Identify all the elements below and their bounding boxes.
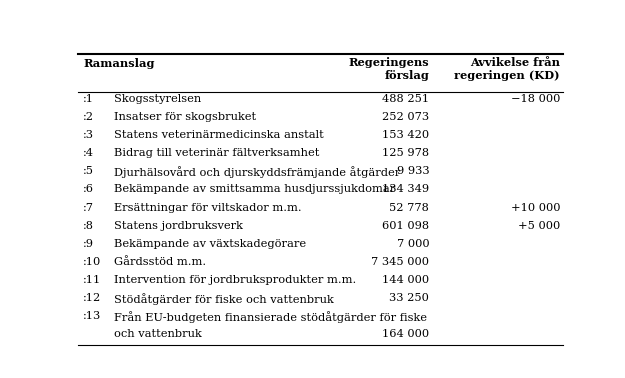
Text: Bekämpande av smittsamma husdjurssjukdomar: Bekämpande av smittsamma husdjurssjukdom…	[114, 184, 396, 195]
Text: :12: :12	[83, 293, 101, 303]
Text: 601 098: 601 098	[382, 221, 429, 231]
Text: −18 000: −18 000	[511, 94, 560, 104]
Text: Insatser för skogsbruket: Insatser för skogsbruket	[114, 112, 257, 122]
Text: Gårdsstöd m.m.: Gårdsstöd m.m.	[114, 257, 207, 266]
Text: Från EU-budgeten finansierade stödåtgärder för fiske: Från EU-budgeten finansierade stödåtgärd…	[114, 311, 428, 323]
Text: :7: :7	[83, 203, 94, 212]
Text: Regeringens
förslag: Regeringens förslag	[349, 57, 429, 81]
Text: :9: :9	[83, 239, 94, 249]
Text: Bidrag till veterinär fältverksamhet: Bidrag till veterinär fältverksamhet	[114, 149, 320, 158]
Text: Ramanslag: Ramanslag	[83, 59, 154, 70]
Text: Stödåtgärder för fiske och vattenbruk: Stödåtgärder för fiske och vattenbruk	[114, 293, 334, 305]
Text: Statens jordbruksverk: Statens jordbruksverk	[114, 221, 243, 231]
Text: och vattenbruk: och vattenbruk	[114, 329, 202, 339]
Text: +5 000: +5 000	[518, 221, 560, 231]
Text: :1: :1	[83, 94, 94, 104]
Text: 164 000: 164 000	[382, 329, 429, 339]
Text: +10 000: +10 000	[511, 203, 560, 212]
Text: :8: :8	[83, 221, 94, 231]
Text: :6: :6	[83, 184, 94, 195]
Text: Intervention för jordbruksprodukter m.m.: Intervention för jordbruksprodukter m.m.	[114, 275, 357, 285]
Text: Bekämpande av växtskadegörare: Bekämpande av växtskadegörare	[114, 239, 307, 249]
Text: Skogsstyrelsen: Skogsstyrelsen	[114, 94, 202, 104]
Text: :11: :11	[83, 275, 101, 285]
Text: Djurhälsovård och djurskyddsfrämjande åtgärder: Djurhälsovård och djurskyddsfrämjande åt…	[114, 166, 401, 178]
Text: 52 778: 52 778	[389, 203, 429, 212]
Text: 153 420: 153 420	[382, 130, 429, 140]
Text: :10: :10	[83, 257, 101, 266]
Text: 125 978: 125 978	[382, 149, 429, 158]
Text: Avvikelse från
regeringen (KD): Avvikelse från regeringen (KD)	[454, 57, 560, 81]
Text: 33 250: 33 250	[389, 293, 429, 303]
Text: 9 933: 9 933	[397, 166, 429, 177]
Text: 144 000: 144 000	[382, 275, 429, 285]
Text: :5: :5	[83, 166, 94, 177]
Text: Ersättningar för viltskador m.m.: Ersättningar för viltskador m.m.	[114, 203, 302, 212]
Text: 252 073: 252 073	[382, 112, 429, 122]
Text: :13: :13	[83, 311, 101, 321]
Text: 134 349: 134 349	[382, 184, 429, 195]
Text: :4: :4	[83, 149, 94, 158]
Text: Statens veterinärmedicinska anstalt: Statens veterinärmedicinska anstalt	[114, 130, 324, 140]
Text: 488 251: 488 251	[382, 94, 429, 104]
Text: :3: :3	[83, 130, 94, 140]
Text: :2: :2	[83, 112, 94, 122]
Text: 7 345 000: 7 345 000	[371, 257, 429, 266]
Text: 7 000: 7 000	[397, 239, 429, 249]
